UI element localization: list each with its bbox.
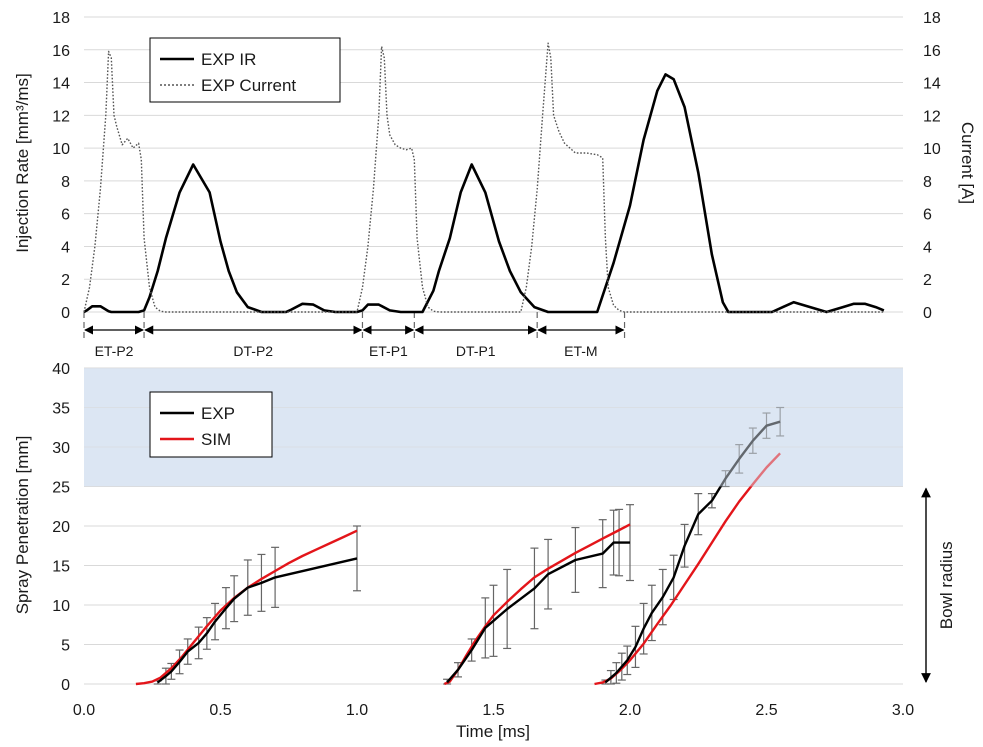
top-legend-box	[149, 37, 341, 103]
top-left-tick-label: 8	[61, 174, 70, 191]
top-right-tick-labels: 0 2 4 6 8 10 12 14 16 18	[923, 10, 941, 322]
bowl-radius-label: Bowl radius	[937, 541, 956, 629]
segment-annotation-row: ET-P2 DT-P2 ET-P1 DT-P1 ET-M	[84, 325, 625, 359]
top-left-tick-label: 6	[61, 207, 70, 224]
top-left-tick-label: 2	[61, 272, 70, 289]
bottom-y-tick-label: 40	[52, 361, 70, 378]
top-series	[83, 42, 885, 314]
segment-label: ET-P2	[95, 343, 134, 359]
top-left-tick-label: 16	[52, 43, 70, 60]
legend-label-exp: EXP	[201, 404, 235, 423]
bottom-x-tick-label: 2.5	[755, 702, 777, 719]
bottom-y-tick-label: 30	[52, 440, 70, 457]
segment-guide-lines	[83, 312, 626, 340]
top-right-tick-label: 10	[923, 141, 941, 158]
series-line-exp	[446, 541, 630, 684]
bottom-y-axis-title: Spray Penetration [mm]	[13, 436, 32, 615]
segment-label: ET-M	[564, 343, 597, 359]
series-line-exp	[604, 420, 781, 684]
series-line-sim	[135, 529, 358, 686]
series-line-sim	[594, 452, 781, 686]
top-left-tick-label: 4	[61, 239, 70, 256]
bottom-y-tick-label: 0	[61, 677, 70, 694]
series-line-exp-ir	[83, 73, 885, 314]
bottom-legend-box	[149, 391, 273, 458]
bottom-x-tick-label: 0.0	[73, 702, 95, 719]
segment-label: DT-P1	[456, 343, 496, 359]
top-right-tick-label: 12	[923, 108, 941, 125]
bottom-y-tick-label: 5	[61, 638, 70, 655]
legend-label-exp-ir: EXP IR	[201, 50, 256, 69]
bottom-y-tick-label: 35	[52, 401, 70, 418]
top-left-tick-label: 10	[52, 141, 70, 158]
top-right-tick-label: 2	[923, 272, 932, 289]
top-panel: 0 2 4 6 8 10 12 14 16 18 0 2 4 6 8 10 12 14 16 18 Injectio…	[13, 10, 977, 340]
top-legend: EXP IR EXP Current	[149, 37, 341, 103]
bottom-x-tick-labels: 0.0 0.5 1.0 1.5 2.0 2.5 3.0	[73, 702, 914, 719]
top-right-tick-label: 16	[923, 43, 941, 60]
top-right-tick-label: 14	[923, 76, 941, 93]
top-right-tick-label: 0	[923, 305, 932, 322]
bottom-legend: EXP SIM	[149, 391, 273, 458]
bottom-y-tick-label: 10	[52, 598, 70, 615]
bowl-radius-annotation: Bowl radius	[921, 487, 956, 683]
legend-label-sim: SIM	[201, 430, 231, 449]
top-left-tick-labels: 0 2 4 6 8 10 12 14 16 18	[52, 10, 70, 322]
top-right-tick-label: 8	[923, 174, 932, 191]
top-left-tick-label: 18	[52, 10, 70, 27]
series-line-exp	[156, 557, 358, 684]
bottom-gridlines	[84, 367, 903, 685]
bottom-y-tick-label: 25	[52, 480, 70, 497]
bottom-y-tick-label: 20	[52, 519, 70, 536]
top-left-tick-label: 12	[52, 108, 70, 125]
bottom-y-tick-labels: 0 5 10 15 20 25 30 35 40	[52, 361, 70, 694]
bottom-y-tick-label: 15	[52, 559, 70, 576]
bottom-x-tick-label: 1.5	[482, 702, 504, 719]
top-gridlines	[84, 16, 903, 313]
segment-label: DT-P2	[233, 343, 273, 359]
bottom-x-axis-title: Time [ms]	[456, 722, 530, 741]
segment-label: ET-P1	[369, 343, 408, 359]
bottom-x-tick-label: 3.0	[892, 702, 914, 719]
top-left-axis-title: Injection Rate [mm³/ms]	[13, 73, 32, 253]
top-left-tick-label: 0	[61, 305, 70, 322]
top-left-tick-label: 14	[52, 76, 70, 93]
bottom-x-tick-label: 2.0	[619, 702, 641, 719]
bottom-x-tick-label: 1.0	[346, 702, 368, 719]
top-right-tick-label: 4	[923, 239, 932, 256]
top-right-axis-title: Current [A]	[958, 122, 977, 204]
bottom-x-tick-label: 0.5	[209, 702, 231, 719]
bottom-panel: 0 5 10 15 20 25 30 35 40 0.0 0.5 1.0 1.5 2.0 2.5 3.0 S…	[13, 361, 956, 741]
top-right-tick-label: 18	[923, 10, 941, 27]
top-right-tick-label: 6	[923, 207, 932, 224]
legend-label-exp-current: EXP Current	[201, 76, 296, 95]
